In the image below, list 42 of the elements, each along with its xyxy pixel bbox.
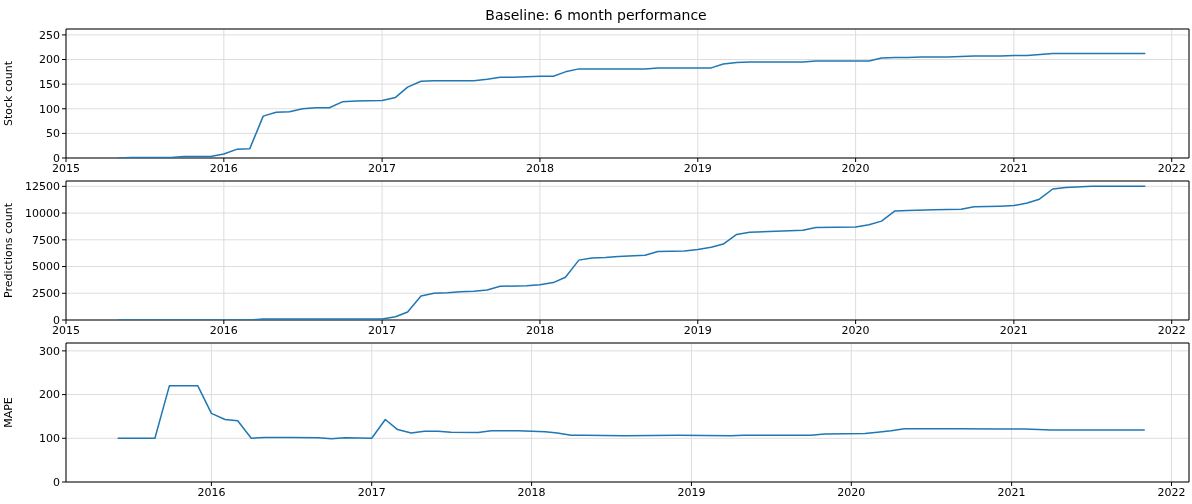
y-tick-label: 10000	[25, 206, 60, 220]
y-axis-title: MAPE	[1, 397, 15, 428]
x-tick-label: 2018	[525, 161, 554, 175]
y-tick-label: 300	[39, 344, 60, 358]
y-tick-label: 200	[39, 388, 60, 402]
y-tick-label: 12500	[25, 180, 60, 194]
x-tick-label: 2019	[683, 161, 712, 175]
x-tick-label: 2021	[999, 323, 1028, 337]
x-tick-label: 2019	[683, 323, 712, 337]
x-tick-label: 2019	[677, 485, 706, 499]
y-tick-label: 200	[39, 53, 60, 67]
x-tick-label: 2022	[1157, 161, 1186, 175]
x-tick-label: 2018	[525, 323, 554, 337]
y-axis-title: Predictions count	[1, 202, 15, 298]
x-tick-label: 2020	[837, 485, 866, 499]
y-tick-label: 0	[53, 475, 60, 489]
y-tick-label: 100	[39, 102, 60, 116]
y-tick-label: 7500	[32, 233, 60, 247]
x-tick-label: 2021	[999, 161, 1028, 175]
x-tick-label: 2017	[357, 485, 386, 499]
x-tick-label: 2022	[1157, 323, 1186, 337]
x-tick-label: 2021	[997, 485, 1026, 499]
x-tick-label: 2016	[209, 161, 238, 175]
y-tick-label: 250	[39, 28, 60, 42]
x-tick-label: 2018	[517, 485, 546, 499]
y-tick-label: 100	[39, 432, 60, 446]
y-tick-label: 2500	[32, 287, 60, 301]
y-tick-label: 50	[46, 127, 60, 141]
line-series	[117, 185, 1147, 320]
x-tick-label: 2016	[209, 323, 238, 337]
y-tick-label: 5000	[32, 260, 60, 274]
x-tick-label: 2022	[1157, 485, 1186, 499]
x-tick-label: 2020	[841, 323, 870, 337]
x-tick-label: 2020	[841, 161, 870, 175]
chart-title: Baseline: 6 month performance	[484, 6, 708, 24]
y-tick-label: 150	[39, 78, 60, 92]
line-series	[116, 385, 1146, 440]
line-series	[117, 52, 1147, 158]
y-axis-title: Stock count	[1, 60, 15, 126]
x-tick-label: 2016	[197, 485, 226, 499]
x-tick-label: 2017	[368, 161, 397, 175]
x-tick-label: 2017	[368, 323, 397, 337]
